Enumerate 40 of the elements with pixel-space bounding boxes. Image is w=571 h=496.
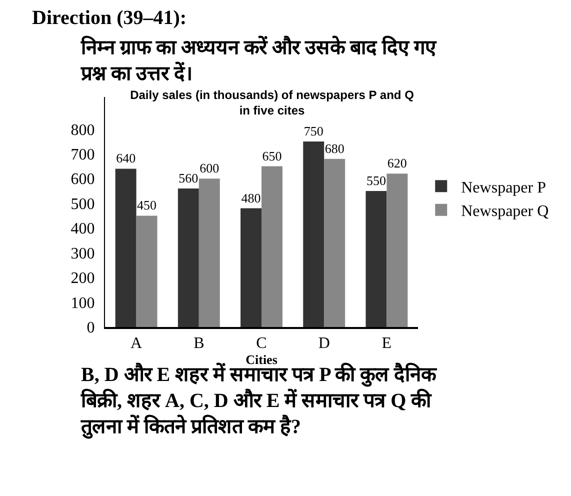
- text: Direction (39–41):: [32, 7, 187, 29]
- bar: [136, 216, 158, 327]
- data-label: 480: [241, 190, 261, 206]
- y-tick-label: 400: [70, 220, 95, 238]
- x-axis-title: Cities: [246, 352, 278, 368]
- legend-label: Newspaper P: [461, 179, 546, 196]
- data-label: 680: [324, 140, 344, 156]
- x-tick-label: E: [382, 335, 392, 352]
- data-label: 450: [137, 198, 157, 213]
- x-tick-label: D: [318, 335, 330, 352]
- y-tick-label: 300: [70, 245, 95, 262]
- y-tick-label: 0: [86, 320, 95, 337]
- legend-label: Newspaper Q: [461, 203, 550, 220]
- data-label: 620: [387, 156, 407, 171]
- bar: [303, 142, 324, 327]
- bar: [366, 190, 387, 327]
- bar: [178, 188, 199, 327]
- data-label: 750: [304, 124, 324, 139]
- bar: [115, 168, 136, 327]
- x-tick-label: B: [194, 335, 204, 352]
- data-label: 550: [366, 172, 386, 188]
- bar: [324, 158, 346, 327]
- y-tick-label: 200: [70, 270, 95, 288]
- data-label: 560: [178, 170, 198, 186]
- y-tick-label: 500: [70, 196, 95, 213]
- y-tick-label: 100: [70, 294, 95, 312]
- bar: [240, 208, 262, 327]
- y-tick-label: 800: [70, 122, 95, 139]
- y-tick-label: 600: [70, 171, 95, 188]
- y-tick-label: 700: [70, 146, 95, 164]
- bar: [386, 174, 408, 327]
- text: निम्न ग्राफ का अध्ययन करें और उसके बाद दिए गए प्रश्न का उत्तर दें।: [80, 35, 437, 85]
- data-label: 640: [116, 150, 136, 166]
- chart-title: Daily sales (in thousands) of newspapers P and Q in five cites: [130, 88, 414, 118]
- data-label: 650: [262, 148, 282, 164]
- bar: [198, 178, 220, 327]
- x-tick-label: C: [256, 335, 267, 352]
- data-label: 600: [200, 160, 220, 176]
- bar: [262, 166, 282, 327]
- x-tick-label: A: [130, 335, 143, 352]
